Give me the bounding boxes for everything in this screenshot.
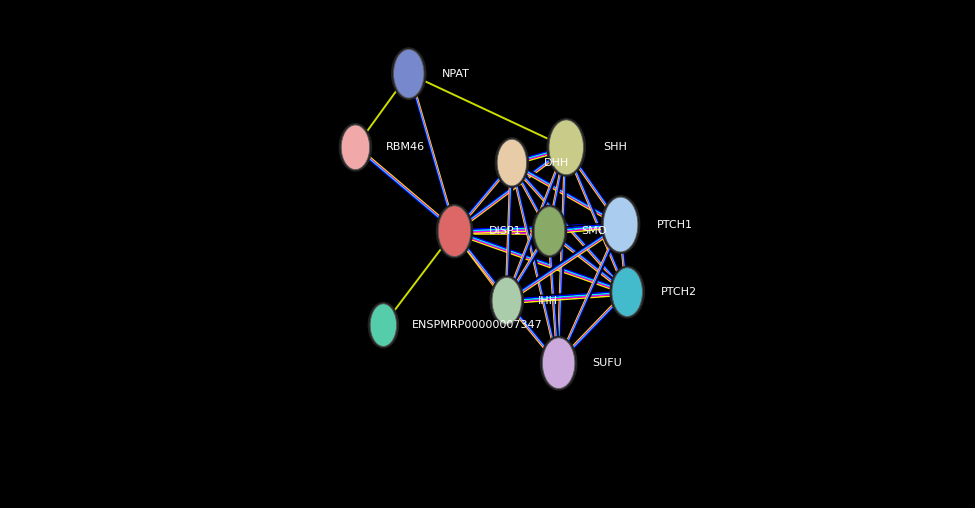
Text: SMO: SMO	[581, 226, 607, 236]
Ellipse shape	[394, 49, 424, 98]
Ellipse shape	[436, 204, 473, 259]
Text: SHH: SHH	[603, 142, 627, 152]
Text: IHH: IHH	[538, 296, 559, 306]
Text: PTCH1: PTCH1	[657, 219, 693, 230]
Ellipse shape	[370, 304, 397, 346]
Ellipse shape	[546, 118, 586, 177]
Text: NPAT: NPAT	[442, 69, 470, 79]
Ellipse shape	[601, 195, 641, 254]
Ellipse shape	[368, 302, 399, 348]
Text: DISP1: DISP1	[489, 226, 522, 236]
Ellipse shape	[497, 139, 526, 186]
Ellipse shape	[341, 125, 370, 170]
Ellipse shape	[489, 275, 525, 326]
Ellipse shape	[549, 120, 583, 175]
Text: SUFU: SUFU	[593, 358, 622, 368]
Ellipse shape	[338, 123, 372, 172]
Ellipse shape	[612, 268, 643, 316]
Ellipse shape	[604, 197, 638, 252]
Text: PTCH2: PTCH2	[661, 287, 697, 297]
Text: ENSPMRP00000007347: ENSPMRP00000007347	[411, 320, 542, 330]
Ellipse shape	[531, 205, 567, 258]
Ellipse shape	[534, 207, 565, 256]
Ellipse shape	[494, 137, 529, 188]
Ellipse shape	[540, 336, 577, 391]
Ellipse shape	[391, 47, 426, 100]
Text: RBM46: RBM46	[386, 142, 425, 152]
Ellipse shape	[609, 266, 645, 319]
Text: DHH: DHH	[543, 157, 568, 168]
Ellipse shape	[542, 338, 575, 389]
Ellipse shape	[492, 277, 522, 324]
Ellipse shape	[438, 206, 471, 257]
